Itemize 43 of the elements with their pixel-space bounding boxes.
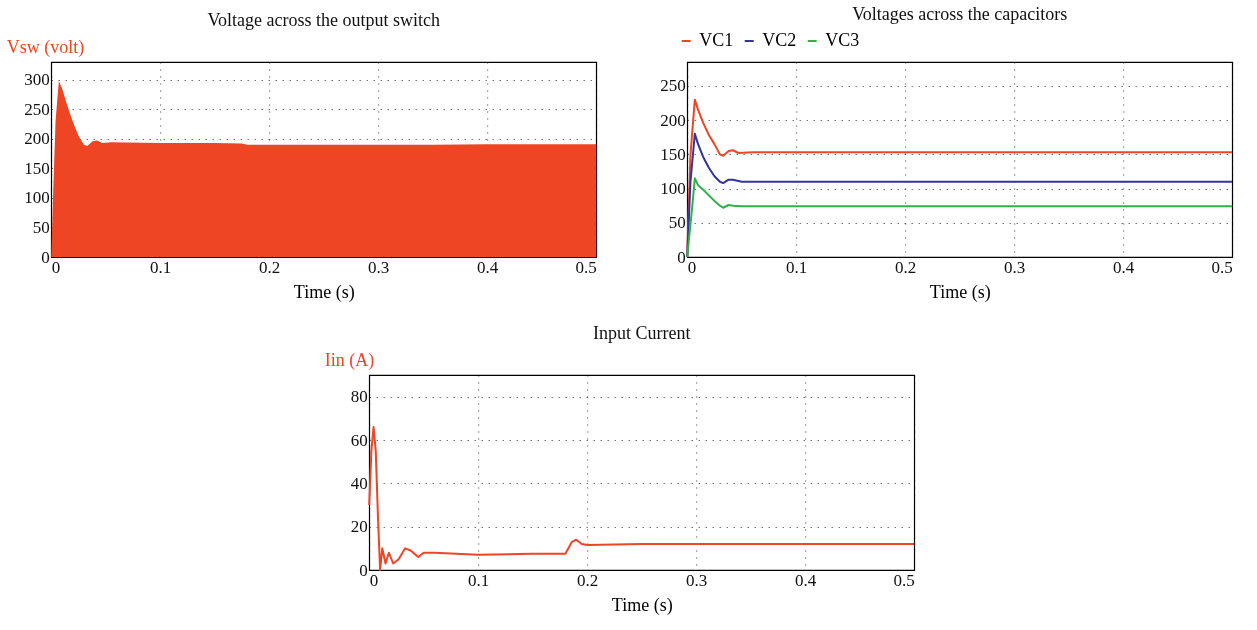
x-tick-label: 0.4 [477, 257, 499, 277]
x-tick-label: 0.1 [786, 257, 808, 277]
line-series [368, 426, 916, 571]
y-tick-label: 150 [24, 158, 50, 178]
x-tick-label: 0.5 [575, 257, 597, 277]
y-tick-label: 20 [350, 517, 368, 537]
x-tick-label: 0.5 [1211, 257, 1233, 277]
y-tick-label: 250 [24, 99, 50, 119]
y-axis-title: Iin (A) [324, 349, 375, 371]
x-tick-label: 0.1 [468, 570, 490, 590]
y-tick-label: 60 [350, 430, 368, 450]
legend-label: VC2 [762, 30, 797, 50]
y-tick-label: 80 [350, 387, 368, 407]
y-tick-label: 200 [660, 110, 686, 130]
y-tick-label: 40 [350, 473, 368, 493]
x-axis-title: Time (s) [611, 594, 673, 616]
y-axis-title: Vsw (volt) [6, 36, 85, 58]
legend-label: VC1 [699, 30, 734, 50]
y-tick-label: 250 [660, 76, 686, 96]
y-tick-label: 150 [660, 144, 686, 164]
y-tick-label: 200 [24, 129, 50, 149]
x-tick-label: 0.2 [259, 257, 281, 277]
x-tick-label: 0.2 [577, 570, 599, 590]
x-tick-label: 0.2 [895, 257, 917, 277]
chart-title: Voltages across the capacitors [852, 4, 1068, 24]
legend-label: VC3 [825, 30, 860, 50]
y-tick-label: 50 [32, 217, 50, 237]
x-tick-label: 0.3 [1004, 257, 1026, 277]
x-tick-label: 0.3 [686, 570, 708, 590]
x-axis-title: Time (s) [929, 281, 991, 303]
x-tick-label: 0.3 [368, 257, 390, 277]
x-tick-label: 0.4 [1113, 257, 1135, 277]
y-tick-label: 100 [660, 179, 686, 199]
x-axis-title: Time (s) [293, 281, 355, 303]
y-tick-label: 300 [24, 70, 50, 90]
x-tick-label: 0.4 [795, 570, 817, 590]
x-tick-label: 0.5 [893, 570, 915, 590]
chart-title: Input Current [592, 323, 691, 343]
chart-title: Voltage across the output switch [207, 10, 441, 30]
y-tick-label: 100 [24, 188, 50, 208]
x-tick-label: 0.1 [150, 257, 172, 277]
y-tick-label: 50 [668, 213, 686, 233]
line-series [686, 177, 1234, 258]
